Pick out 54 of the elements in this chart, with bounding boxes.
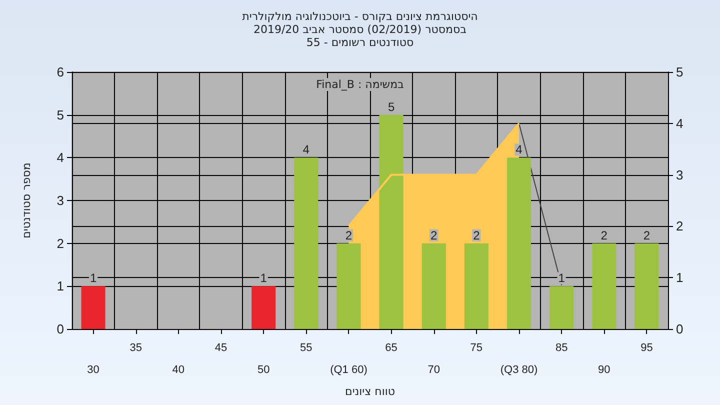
data-label: 2 (430, 228, 438, 242)
y2-tick-label: 3 (676, 167, 684, 182)
data-label: 2 (643, 228, 650, 242)
y2-tick-label: 0 (676, 322, 684, 336)
y-tick-label: 2 (56, 236, 64, 251)
x-tick-label: 30 (87, 364, 100, 376)
annotation: במשימה : Final_B (313, 78, 407, 91)
x-tick-label: 65 (385, 342, 398, 354)
x-tick-label: 55 (300, 342, 312, 354)
x-tick-label: 75 (470, 342, 483, 354)
bar (252, 286, 276, 329)
bar (336, 243, 361, 329)
y-tick-label: 3 (56, 193, 64, 208)
data-label: 1 (260, 271, 268, 286)
y-axis-title: מספר סטודנטים (20, 162, 33, 238)
data-label: 4 (516, 142, 523, 157)
y-tick-label: 4 (56, 150, 64, 166)
y-tick-label: 5 (56, 107, 64, 122)
y2-tick-label: 2 (676, 218, 684, 234)
bar (422, 243, 446, 329)
x-tick-label: 95 (640, 342, 653, 354)
x-tick-label: 35 (130, 342, 142, 354)
y-tick-label: 6 (56, 64, 64, 80)
y2-tick-label: 4 (676, 116, 684, 131)
y2-tick-label: 5 (676, 64, 684, 80)
chart-title: היסטוגרמת ציונים בקורס - ביוטכנולוגיה מולקולרית (241, 10, 479, 23)
data-label: 2 (473, 228, 480, 242)
data-label: 2 (345, 228, 352, 242)
x-tick-label: 40 (172, 364, 185, 376)
x-tick-label: 45 (214, 342, 228, 354)
x-tick-label: 70 (428, 364, 440, 376)
data-label: 1 (558, 271, 566, 286)
x-axis-title: טווח ציונים (345, 384, 395, 398)
bar (634, 243, 659, 329)
bar (81, 286, 106, 329)
bar (507, 158, 531, 329)
y-tick-label: 0 (56, 322, 64, 336)
data-label: 4 (302, 142, 310, 157)
bar (550, 286, 574, 329)
x-tick-label: (Q1 60) (330, 364, 368, 376)
bar (294, 158, 318, 329)
data-label: 5 (388, 100, 395, 114)
data-label: 1 (90, 271, 97, 286)
bar (464, 243, 488, 329)
y-tick-label: 1 (56, 278, 64, 294)
data-label: 2 (600, 228, 608, 242)
x-tick-label: 90 (598, 364, 610, 376)
x-tick-label: (Q3 80) (500, 364, 538, 376)
x-tick-label: 50 (257, 364, 270, 376)
x-tick-label: 85 (555, 342, 568, 354)
y2-tick-label: 1 (676, 270, 684, 286)
bar (592, 243, 616, 329)
chart-subtitle: בסמסטר (02/2019) סמסטר אביב 2019/20 סטודנטים רשומים - 55 (252, 23, 468, 49)
bar (379, 114, 404, 329)
